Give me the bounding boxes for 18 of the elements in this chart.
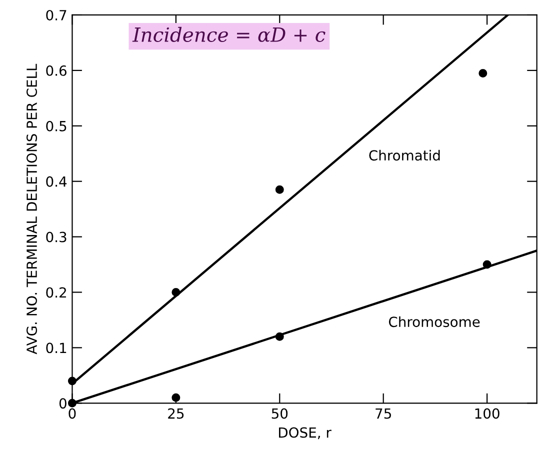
y-tick-label: 0.5 [46,120,66,132]
annotation: Incidence = αD + c [132,26,326,42]
y-tick-label: 0.7 [46,10,66,20]
y-tick-label: 0 [59,398,66,409]
x-tick-label: 100 [475,408,500,419]
y-axis-title: AVG. NO. TERMINAL DELETIONS PER CELL [26,64,38,354]
x-tick-label: 75 [376,408,391,419]
y-tick-label: 0.3 [46,232,66,242]
x-tick-label: 50 [272,408,288,419]
series-label: Chromosome [388,316,480,328]
y-tick-label: 0.2 [46,287,66,298]
x-tick-label: 25 [168,408,184,419]
y-tick-label: 0.4 [46,176,67,187]
x-tick-label: 0 [68,408,76,419]
y-tick-label: 0.1 [46,342,66,354]
x-axis-title: DOSE, r [279,427,332,440]
series-label: Chromatid [369,150,440,161]
y-tick-label: 0.6 [46,65,66,76]
